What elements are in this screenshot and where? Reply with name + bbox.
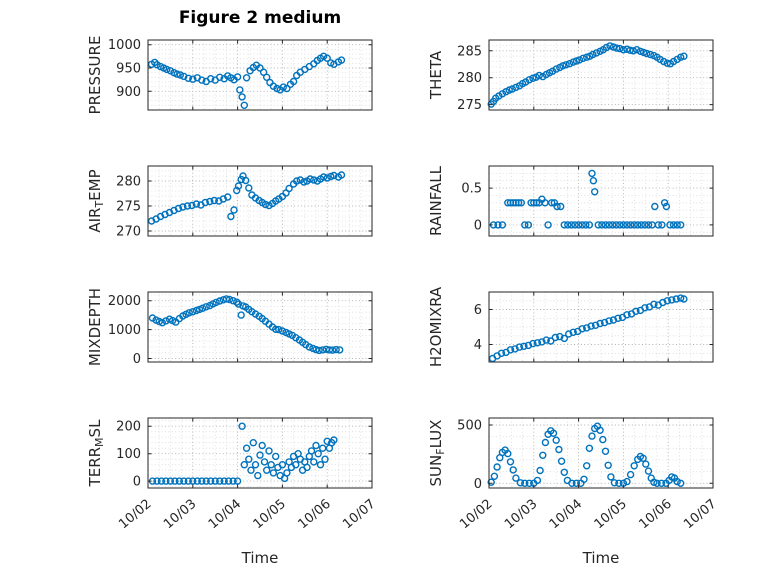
axes-box bbox=[488, 39, 714, 111]
svg-text:10/04: 10/04 bbox=[547, 497, 585, 533]
y-tick-labels: 00.5 bbox=[461, 182, 482, 234]
subplot-pressure: 900 950 1000 PRESSURE bbox=[86, 36, 373, 115]
svg-text:950: 950 bbox=[116, 62, 141, 77]
subplot-theta: 275 280 285 THETA bbox=[427, 39, 714, 113]
subplot-sun_flux: 0 500 10/02 10/03 10/04 10/05 10/06 10/07 SUNFLU… bbox=[427, 417, 720, 533]
data-points bbox=[487, 42, 688, 108]
x-tick-labels: 10/02 10/03 10/04 10/05 10/06 10/07 bbox=[457, 497, 719, 533]
svg-text:10/05: 10/05 bbox=[592, 497, 630, 533]
y-axis-label: TERRMSL bbox=[86, 419, 106, 488]
y-axis-label: PRESSURE bbox=[86, 36, 104, 115]
data-points bbox=[148, 422, 338, 485]
axes-box bbox=[488, 165, 714, 237]
axes-box bbox=[147, 291, 373, 363]
svg-text:10/04: 10/04 bbox=[206, 497, 244, 533]
svg-text:275: 275 bbox=[116, 200, 141, 215]
subplot-terr_msl: 0 100 200 10/02 10/03 10/04 10/05 10/06 10/07 TER… bbox=[86, 417, 379, 533]
svg-text:280: 280 bbox=[116, 175, 141, 190]
svg-text:100: 100 bbox=[116, 447, 141, 462]
y-axis-label: THETA bbox=[427, 50, 445, 100]
svg-text:285: 285 bbox=[457, 44, 482, 59]
svg-text:200: 200 bbox=[116, 420, 141, 435]
svg-text:10/07: 10/07 bbox=[340, 497, 378, 533]
svg-text:10/05: 10/05 bbox=[251, 497, 289, 533]
data-points bbox=[147, 52, 346, 110]
svg-text:10/06: 10/06 bbox=[295, 497, 333, 533]
y-tick-labels: 275 280 285 bbox=[457, 44, 482, 113]
svg-text:1000: 1000 bbox=[108, 38, 141, 53]
svg-text:0: 0 bbox=[133, 475, 141, 490]
axes-box bbox=[488, 291, 714, 363]
svg-text:500: 500 bbox=[457, 419, 482, 434]
subplot-air_temp: 270 275 280 AIRTEMP bbox=[86, 165, 373, 240]
y-axis-label: SUNFLUX bbox=[427, 420, 447, 487]
y-tick-labels: 0 500 bbox=[457, 419, 482, 492]
y-axis-label: AIRTEMP bbox=[86, 169, 106, 232]
x-axis-label-left: Time bbox=[241, 549, 279, 567]
x-tick-labels: 10/02 10/03 10/04 10/05 10/06 10/07 bbox=[116, 497, 378, 533]
y-tick-labels: 270 275 280 bbox=[116, 175, 141, 240]
svg-text:6: 6 bbox=[474, 303, 482, 318]
y-tick-labels: 900 950 1000 bbox=[108, 38, 141, 100]
y-axis-label: H2OMIXRA bbox=[427, 286, 445, 367]
data-points bbox=[147, 171, 346, 225]
data-points bbox=[489, 169, 685, 229]
svg-text:1000: 1000 bbox=[108, 323, 141, 338]
svg-text:280: 280 bbox=[457, 71, 482, 86]
axes-box bbox=[147, 165, 373, 237]
y-tick-labels: 46 bbox=[474, 303, 482, 353]
svg-text:2000: 2000 bbox=[108, 294, 141, 309]
svg-text:0: 0 bbox=[474, 477, 482, 492]
svg-text:10/03: 10/03 bbox=[502, 497, 540, 533]
data-points bbox=[488, 294, 688, 363]
x-axis-label-right: Time bbox=[582, 549, 620, 567]
svg-text:0.5: 0.5 bbox=[461, 182, 482, 197]
subplot-mixdepth: 0 1000 2000 MIXDEPTH bbox=[86, 288, 373, 367]
svg-text:10/07: 10/07 bbox=[681, 497, 719, 533]
svg-text:275: 275 bbox=[457, 98, 482, 113]
svg-text:270: 270 bbox=[116, 225, 141, 240]
svg-text:10/02: 10/02 bbox=[116, 497, 154, 533]
y-tick-labels: 0 100 200 bbox=[116, 420, 141, 490]
y-axis-label: MIXDEPTH bbox=[86, 288, 104, 366]
svg-text:10/02: 10/02 bbox=[457, 497, 495, 533]
y-tick-labels: 0 1000 2000 bbox=[108, 294, 141, 367]
svg-text:10/06: 10/06 bbox=[636, 497, 674, 533]
axes-box bbox=[147, 39, 373, 111]
data-points bbox=[148, 295, 344, 355]
data-points bbox=[487, 422, 685, 487]
axes-box bbox=[488, 417, 714, 489]
figure-title: Figure 2 medium bbox=[178, 8, 342, 28]
svg-text:900: 900 bbox=[116, 85, 141, 100]
axes-box bbox=[147, 417, 373, 489]
svg-text:0: 0 bbox=[474, 218, 482, 233]
y-axis-label: RAINFALL bbox=[427, 165, 445, 236]
svg-text:10/03: 10/03 bbox=[161, 497, 199, 533]
svg-text:0: 0 bbox=[133, 352, 141, 367]
svg-text:4: 4 bbox=[474, 338, 482, 353]
